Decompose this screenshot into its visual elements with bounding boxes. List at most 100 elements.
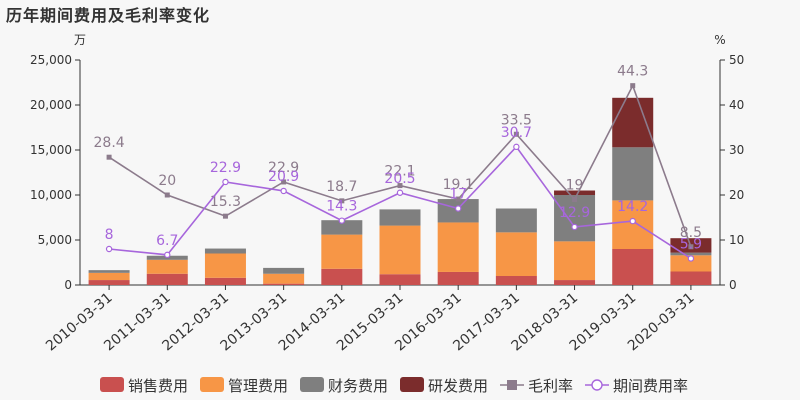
data-label-1-8: 12.9	[559, 205, 590, 221]
expense-rate-point	[629, 217, 636, 225]
data-label-0-7: 33.5	[501, 112, 532, 128]
legend-square-marker	[507, 380, 517, 390]
legend-circle-marker	[591, 379, 603, 391]
bar-0-6	[437, 271, 479, 285]
bar-2-7	[495, 208, 537, 233]
legend-swatch-2	[300, 377, 324, 392]
left-tick-label: 25,000	[30, 53, 72, 67]
data-label-1-4: 14.3	[326, 199, 357, 215]
bar-1-5	[379, 225, 421, 275]
bar-1-1	[146, 259, 188, 274]
legend-label-4: 毛利率	[528, 377, 573, 395]
bar-3-8	[554, 190, 596, 195]
legend-label-3: 研发费用	[428, 377, 488, 395]
gross-margin-point	[572, 197, 578, 202]
data-label-1-10: 5.9	[680, 236, 702, 252]
legend-swatch-1	[200, 377, 224, 392]
left-tick-label: 5,000	[38, 233, 72, 247]
bar-1-7	[495, 232, 537, 276]
gross-margin-point	[688, 244, 694, 250]
gross-margin-point	[222, 213, 228, 219]
bar-2-3	[263, 267, 305, 274]
data-label-0-6: 19.1	[443, 177, 474, 193]
bar-0-2	[204, 277, 246, 285]
left-tick-label: 15,000	[30, 143, 72, 157]
legend-swatch-3	[400, 377, 424, 392]
data-label-0-0: 28.4	[94, 135, 125, 151]
expense-rate-point	[280, 187, 287, 195]
bar-0-10	[670, 271, 712, 285]
left-unit: 万	[74, 33, 86, 47]
gross-margin-point	[630, 83, 636, 89]
bar-0-7	[495, 276, 537, 285]
expense-rate-point	[164, 251, 171, 259]
bar-2-8	[554, 195, 596, 242]
data-label-0-3: 22.9	[268, 160, 299, 176]
bar-0-8	[554, 280, 596, 285]
expense-rate-point	[571, 223, 578, 231]
expense-rate-point	[513, 143, 520, 151]
right-unit: %	[714, 33, 725, 47]
bar-1-9	[612, 200, 654, 249]
expense-rate-point	[454, 205, 462, 212]
bar-0-1	[146, 273, 188, 285]
data-label-1-9: 14.2	[617, 199, 648, 215]
expense-rate-point	[222, 178, 229, 186]
expense-rate-point	[396, 189, 404, 196]
gross-margin-point	[513, 131, 519, 137]
gross-margin-point	[397, 183, 403, 189]
expense-rate-point	[687, 255, 695, 262]
bar-2-9	[612, 147, 654, 201]
bar-1-0	[88, 272, 130, 281]
data-label-0-5: 22.1	[384, 164, 415, 180]
bar-2-2	[204, 248, 246, 254]
data-label-1-3: 20.9	[268, 169, 299, 185]
bar-1-4	[321, 234, 363, 269]
expense-rate-point	[338, 217, 346, 224]
data-label-1-1: 6.7	[156, 233, 178, 249]
right-tick-label: 30	[729, 143, 744, 157]
data-label-1-2: 22.9	[210, 160, 241, 176]
chart-title: 历年期间费用及毛利率变化	[6, 6, 211, 25]
gross-margin-point	[164, 192, 170, 198]
bar-0-0	[88, 280, 130, 285]
left-tick-label: 0	[64, 278, 72, 292]
data-label-1-0: 8	[105, 227, 114, 243]
bar-1-10	[670, 255, 712, 272]
gross-margin-point	[281, 179, 287, 185]
right-tick-label: 50	[729, 53, 744, 67]
bar-1-6	[437, 222, 479, 272]
gross-margin-point	[455, 196, 461, 202]
bar-3-9	[612, 97, 654, 148]
legend-label-2: 财务费用	[328, 377, 388, 395]
legend-label-1: 管理费用	[228, 377, 288, 395]
legend-swatch-0	[100, 377, 124, 392]
bar-0-3	[263, 283, 305, 285]
data-label-0-2: 15.3	[210, 194, 241, 210]
bar-0-5	[379, 274, 421, 285]
legend-label-5: 期间费用率	[613, 377, 688, 395]
bar-0-4	[321, 268, 363, 285]
data-label-0-1: 20	[158, 173, 176, 189]
left-tick-label: 10,000	[30, 188, 72, 202]
gross-margin-point	[339, 198, 345, 204]
bar-1-3	[263, 273, 305, 284]
gross-margin-point	[106, 154, 112, 160]
bar-2-10	[670, 252, 712, 256]
bar-2-0	[88, 270, 130, 273]
data-label-0-4: 18.7	[326, 179, 357, 195]
bar-2-4	[321, 220, 363, 235]
right-tick-label: 40	[729, 98, 744, 112]
bar-1-8	[554, 241, 596, 281]
data-label-1-5: 20.5	[384, 171, 415, 187]
expense-rate-point	[105, 245, 113, 253]
right-tick-label: 0	[729, 278, 737, 292]
bar-0-9	[612, 249, 654, 285]
data-label-1-7: 30.7	[501, 125, 532, 141]
bar-1-2	[204, 253, 246, 278]
data-label-0-8: 19	[566, 178, 584, 194]
data-label-0-9: 44.3	[617, 64, 648, 80]
left-tick-label: 20,000	[30, 98, 72, 112]
